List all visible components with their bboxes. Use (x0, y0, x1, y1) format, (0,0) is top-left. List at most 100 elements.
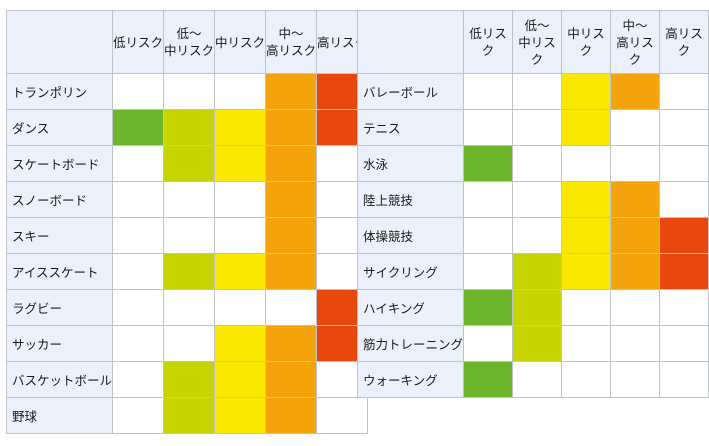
header-label: 低リスク (469, 26, 507, 58)
risk-cell (112, 181, 165, 218)
risk-cell (163, 217, 216, 254)
risk-cell (658, 217, 709, 254)
table-row: スノーボード (5, 181, 369, 218)
risk-cell (609, 361, 660, 398)
risk-cell (214, 217, 267, 254)
risk-cell (265, 109, 318, 146)
header-mid-risk: 中リスク (214, 10, 267, 74)
risk-cell (560, 109, 611, 146)
risk-cell (463, 181, 513, 218)
header-label: 中リスク (567, 26, 605, 58)
sport-name: ダンス (5, 109, 114, 146)
header-row: 低リスク 低～ 中リスク 中リスク 中～ 高リスク 高リスク (356, 10, 709, 74)
risk-cell (112, 289, 165, 326)
risk-cell (512, 73, 562, 110)
risk-cell (512, 325, 562, 362)
risk-cell (214, 181, 267, 218)
sport-name: 体操競技 (356, 217, 465, 254)
risk-cell (316, 397, 369, 434)
table-row: トランポリン (5, 73, 369, 110)
risk-cell (512, 253, 562, 290)
risk-cell (560, 325, 611, 362)
header-mid-high-risk: 中～ 高リスク (609, 10, 660, 74)
risk-cell (560, 289, 611, 326)
risk-cell (163, 325, 216, 362)
table-row: スキー (5, 217, 369, 254)
table-row: サッカー (5, 325, 369, 362)
risk-cell (658, 73, 709, 110)
risk-cell (609, 109, 660, 146)
risk-cell (163, 253, 216, 290)
risk-cell (265, 397, 318, 434)
header-row: 低リスク 低～ 中リスク 中リスク 中～ 高リスク 高リスク (5, 10, 369, 74)
risk-cell (609, 325, 660, 362)
risk-cell (658, 253, 709, 290)
table-row: ラグビー (5, 289, 369, 326)
table-row: 筋力トレーニング (356, 325, 709, 362)
risk-cell (463, 289, 513, 326)
risk-cell (560, 145, 611, 182)
risk-cell (265, 361, 318, 398)
corner-cell (356, 10, 465, 74)
header-low-mid-risk: 低～ 中リスク (163, 10, 216, 74)
risk-cell (512, 145, 562, 182)
risk-cell (560, 217, 611, 254)
risk-cell (609, 253, 660, 290)
table-row: バレーボール (356, 73, 709, 110)
risk-cell (265, 73, 318, 110)
risk-cell (658, 325, 709, 362)
risk-cell (658, 361, 709, 398)
header-mid-risk: 中リスク (560, 10, 611, 74)
table-row: サイクリング (356, 253, 709, 290)
table-row: バスケットボール (5, 361, 369, 398)
risk-cell (112, 109, 165, 146)
risk-cell (609, 73, 660, 110)
risk-cell (463, 73, 513, 110)
table-row: スケートボード (5, 145, 369, 182)
risk-cell (214, 325, 267, 362)
sport-name: スキー (5, 217, 114, 254)
table-row: テニス (356, 109, 709, 146)
risk-cell (658, 145, 709, 182)
risk-cell (609, 145, 660, 182)
risk-cell (512, 361, 562, 398)
risk-cell (112, 361, 165, 398)
risk-cell (609, 217, 660, 254)
table-row: ダンス (5, 109, 369, 146)
risk-cell (609, 181, 660, 218)
header-label: 低～ 中リスク (518, 17, 556, 67)
header-low-risk: 低リスク (112, 10, 165, 74)
sport-name: スケートボード (5, 145, 114, 182)
sport-name: バレーボール (356, 73, 465, 110)
sport-name: 水泳 (356, 145, 465, 182)
risk-cell (163, 361, 216, 398)
risk-cell (463, 145, 513, 182)
sport-name: 筋力トレーニング (356, 325, 465, 362)
table-row: 水泳 (356, 145, 709, 182)
table-row: 陸上競技 (356, 181, 709, 218)
sport-name: ラグビー (5, 289, 114, 326)
risk-cell (560, 73, 611, 110)
sport-name: 野球 (5, 397, 114, 434)
risk-cell (463, 253, 513, 290)
sport-name: 陸上競技 (356, 181, 465, 218)
risk-cell (265, 325, 318, 362)
risk-cell (560, 253, 611, 290)
risk-cell (214, 361, 267, 398)
header-label: 高リスク (665, 26, 703, 58)
risk-cell (560, 361, 611, 398)
risk-cell (265, 181, 318, 218)
header-label: 中リスク (215, 34, 266, 50)
table-row: 野球 (5, 397, 369, 434)
risk-cell (265, 145, 318, 182)
table-row: ウォーキング (356, 361, 709, 398)
risk-cell (265, 253, 318, 290)
risk-cell (112, 325, 165, 362)
risk-cell (463, 109, 513, 146)
risk-table-left-body: トランポリン ダンス スケートボード スノーボード スキー アイススケート ラグビー サッカー… (5, 73, 369, 434)
risk-cell (463, 361, 513, 398)
header-low-mid-risk: 低～ 中リスク (512, 10, 562, 74)
risk-cell (163, 289, 216, 326)
header-label: 高リスク (317, 34, 368, 50)
risk-cell (265, 289, 318, 326)
